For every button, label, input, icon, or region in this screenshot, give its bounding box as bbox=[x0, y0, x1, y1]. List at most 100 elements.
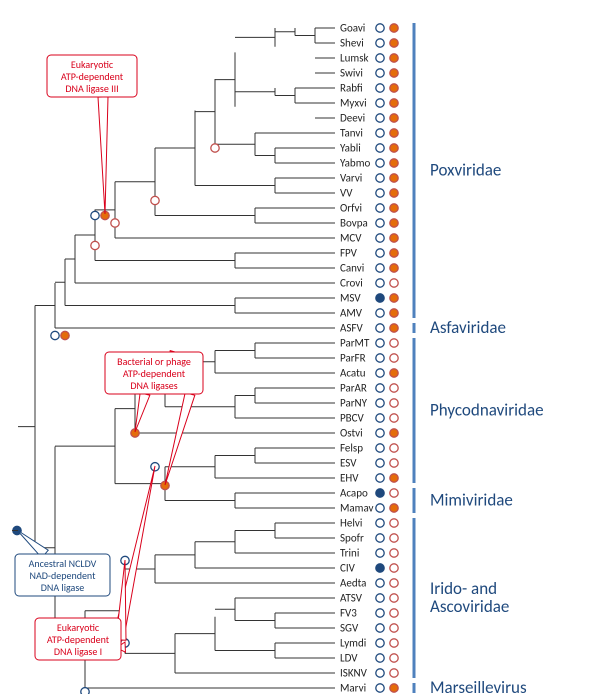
state-circle-left bbox=[376, 294, 384, 302]
taxon-label: MCV bbox=[340, 232, 362, 245]
state-circle-left bbox=[376, 174, 384, 182]
phylogenetic-tree: GoaviSheviLumskSwiviRabfiMyxviDeeviTanvi… bbox=[0, 0, 600, 694]
state-circle-right bbox=[390, 174, 398, 182]
state-circle-left bbox=[376, 639, 384, 647]
callout-text: DNA ligase I bbox=[54, 645, 102, 658]
state-circle-right bbox=[390, 279, 398, 287]
taxon-label: Felsp bbox=[340, 442, 363, 455]
state-circle-right bbox=[390, 324, 398, 332]
state-circle-left bbox=[376, 519, 384, 527]
taxon-label: Aedta bbox=[340, 577, 366, 590]
callout-pointer bbox=[98, 97, 108, 214]
state-circle-right bbox=[390, 639, 398, 647]
taxon-label: Acapo bbox=[340, 487, 368, 500]
taxon-label: Orfvi bbox=[340, 202, 362, 215]
family-label: Marseillevirus bbox=[430, 677, 527, 694]
taxon-label: ESV bbox=[340, 457, 357, 470]
state-circle-left bbox=[376, 279, 384, 287]
internal-node-mark bbox=[91, 241, 99, 249]
state-circle-right bbox=[390, 609, 398, 617]
taxon-label: Ostvi bbox=[340, 427, 363, 440]
state-circle-right bbox=[390, 684, 398, 692]
state-circle-right bbox=[390, 564, 398, 572]
family-label: Poxviridae bbox=[430, 160, 501, 181]
state-circle-right bbox=[390, 399, 398, 407]
state-circle-left bbox=[376, 324, 384, 332]
state-circle-right bbox=[390, 54, 398, 62]
internal-node-mark bbox=[151, 196, 159, 204]
state-circle-right bbox=[390, 339, 398, 347]
state-circle-left bbox=[376, 474, 384, 482]
taxon-label: Goavi bbox=[340, 22, 365, 35]
taxon-label: PBCV bbox=[340, 412, 365, 425]
taxon-label: ParAR bbox=[340, 382, 367, 395]
taxon-label: Bovpa bbox=[340, 217, 368, 230]
state-circle-right bbox=[390, 129, 398, 137]
internal-node-mark bbox=[91, 211, 99, 219]
callout-pointer bbox=[135, 393, 150, 432]
state-circle-right bbox=[390, 384, 398, 392]
state-circle-right bbox=[390, 654, 398, 662]
taxon-label: Rabfi bbox=[340, 82, 363, 95]
state-circle-right bbox=[390, 534, 398, 542]
internal-node-mark bbox=[61, 331, 69, 339]
state-circle-left bbox=[376, 114, 384, 122]
state-circle-left bbox=[376, 234, 384, 242]
taxon-label: Crovi bbox=[340, 277, 363, 290]
state-circle-left bbox=[376, 564, 384, 572]
state-circle-left bbox=[376, 399, 384, 407]
taxon-label: Spofr bbox=[340, 532, 364, 545]
taxon-label: Varvi bbox=[340, 172, 362, 185]
taxon-label: Myxvi bbox=[340, 97, 367, 110]
state-circle-left bbox=[376, 144, 384, 152]
taxon-label: MSV bbox=[340, 292, 361, 305]
state-circle-right bbox=[390, 474, 398, 482]
internal-node-mark bbox=[81, 688, 89, 694]
state-circle-right bbox=[390, 234, 398, 242]
state-circle-left bbox=[376, 354, 384, 362]
state-circle-right bbox=[390, 159, 398, 167]
state-circle-right bbox=[390, 264, 398, 272]
internal-node-mark bbox=[111, 219, 119, 227]
state-circle-left bbox=[376, 624, 384, 632]
taxon-label: Canvi bbox=[340, 262, 364, 275]
taxon-label: ParFR bbox=[340, 352, 366, 365]
family-label: Phycodnaviridae bbox=[430, 400, 544, 421]
taxon-label: ParNY bbox=[340, 397, 368, 410]
state-circle-left bbox=[376, 24, 384, 32]
callout-text: DNA ligase bbox=[41, 581, 84, 594]
family-label: Mimiviridae bbox=[430, 490, 513, 511]
state-circle-left bbox=[376, 489, 384, 497]
state-circle-right bbox=[390, 429, 398, 437]
state-circle-left bbox=[376, 654, 384, 662]
state-circle-right bbox=[390, 519, 398, 527]
state-circle-left bbox=[376, 609, 384, 617]
state-circle-left bbox=[376, 684, 384, 692]
taxon-label: Yabli bbox=[340, 142, 361, 155]
state-circle-left bbox=[376, 549, 384, 557]
state-circle-right bbox=[390, 414, 398, 422]
state-circle-left bbox=[376, 579, 384, 587]
taxon-label: Tanvi bbox=[340, 127, 363, 140]
callout-eukaryotic-ligase-iii: EukaryoticATP-dependentDNA ligase III bbox=[47, 55, 137, 214]
taxon-label: ParMT bbox=[340, 337, 370, 350]
taxon-label: VV bbox=[340, 187, 353, 200]
state-circle-left bbox=[376, 594, 384, 602]
state-circle-left bbox=[376, 369, 384, 377]
state-circle-right bbox=[390, 444, 398, 452]
state-circle-left bbox=[376, 39, 384, 47]
taxon-label: ISKNV bbox=[340, 667, 368, 680]
state-circle-left bbox=[376, 249, 384, 257]
state-circle-left bbox=[376, 84, 384, 92]
state-circle-right bbox=[390, 294, 398, 302]
state-circle-right bbox=[390, 219, 398, 227]
taxon-label: Lymdi bbox=[340, 637, 366, 650]
taxon-label: SGV bbox=[340, 622, 359, 635]
state-circle-left bbox=[376, 54, 384, 62]
taxon-label: FV3 bbox=[340, 607, 357, 620]
internal-node-mark bbox=[51, 331, 59, 339]
taxon-label: EHV bbox=[340, 472, 359, 485]
state-circle-left bbox=[376, 309, 384, 317]
state-circle-left bbox=[376, 129, 384, 137]
taxon-label: Marvi bbox=[340, 682, 366, 694]
